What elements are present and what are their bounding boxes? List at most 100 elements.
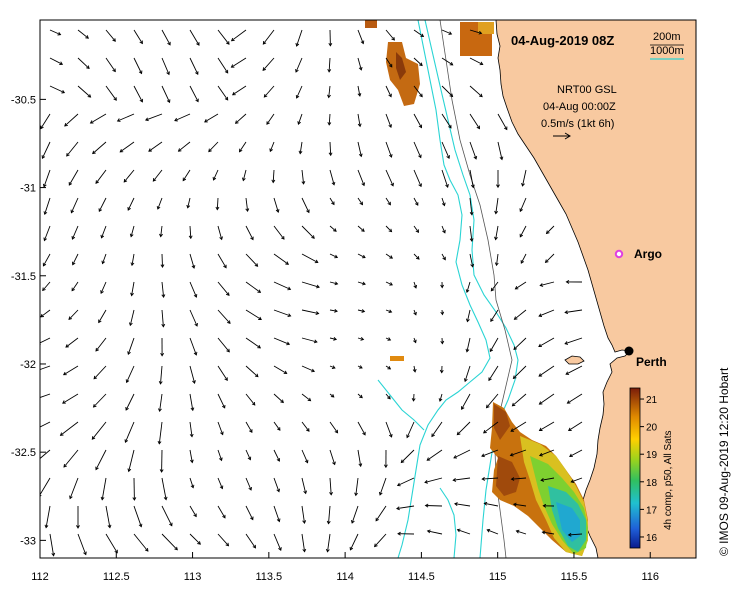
current-arrowhead <box>295 95 300 99</box>
colorbar-ticks: 21 20 19 18 17 16 <box>640 395 658 544</box>
current-arrowhead <box>349 546 354 551</box>
current-arrowhead <box>424 479 428 484</box>
current-arrowhead <box>100 496 105 501</box>
current-arrow <box>490 281 499 292</box>
current-arrow <box>385 113 392 128</box>
current-arrowhead <box>375 517 379 522</box>
current-arrowhead <box>254 373 259 378</box>
current-arrowhead <box>241 177 246 182</box>
current-arrowhead <box>331 201 335 206</box>
current-arrowhead <box>470 263 475 268</box>
current-arrowhead <box>186 204 191 209</box>
current-arrowhead <box>306 209 310 214</box>
current-arrowhead <box>315 311 320 316</box>
current-arrowhead <box>316 284 320 289</box>
current-arrowhead <box>156 206 161 210</box>
current-arrowhead <box>163 496 168 501</box>
current-arrowhead <box>389 255 394 259</box>
current-arrow <box>385 309 392 313</box>
current-arrowhead <box>414 202 419 206</box>
current-arrowhead <box>177 148 182 152</box>
current-arrow <box>217 449 223 461</box>
current-arrowhead <box>234 120 239 124</box>
current-arrow <box>424 477 443 483</box>
x-axis: 112 112.5 113 113.5 114 114.5 115 115.5 116 <box>31 552 659 583</box>
current-arrowhead <box>298 150 303 155</box>
current-arrowhead <box>166 71 170 76</box>
current-arrowhead <box>440 284 444 289</box>
current-arrow <box>217 505 226 519</box>
current-arrowhead <box>113 97 117 101</box>
current-arrow <box>453 477 471 481</box>
current-arrowhead <box>262 40 267 45</box>
current-arrowhead <box>544 259 549 264</box>
current-arrowhead <box>245 208 250 212</box>
current-arrow <box>161 505 173 526</box>
current-arrow <box>231 29 247 42</box>
current-arrowhead <box>334 281 339 286</box>
current-arrow <box>514 309 527 320</box>
current-arrowhead <box>59 432 64 436</box>
current-arrowhead <box>85 35 89 39</box>
current-arrow <box>513 503 527 507</box>
current-arrow <box>245 421 253 433</box>
current-arrow <box>349 533 359 551</box>
current-arrowhead <box>89 120 94 124</box>
current-arrowhead <box>144 548 149 552</box>
current-arrow <box>93 365 107 380</box>
current-arrowhead <box>413 311 417 316</box>
current-arrowhead <box>86 65 90 69</box>
current-arrowhead <box>224 96 229 101</box>
current-arrowhead <box>332 461 336 466</box>
current-arrowhead <box>125 406 129 411</box>
current-arrow <box>273 449 280 462</box>
current-arrowhead <box>41 155 46 159</box>
current-arrow <box>157 197 163 210</box>
current-arrowhead <box>400 459 405 464</box>
y-tick-label: -32 <box>20 359 36 371</box>
current-arrow <box>242 169 247 181</box>
current-arrow <box>357 253 366 259</box>
current-arrow <box>426 449 443 461</box>
current-arrowhead <box>420 33 425 37</box>
current-arrowhead <box>251 401 256 406</box>
current-arrowhead <box>538 401 543 405</box>
current-arrow <box>72 253 79 265</box>
current-arrow <box>565 365 583 375</box>
current-arrowhead <box>313 339 318 344</box>
current-arrow <box>301 477 307 494</box>
current-arrowhead <box>220 431 224 436</box>
current-arrow <box>482 477 499 480</box>
current-arrowhead <box>208 148 212 153</box>
current-arrowhead <box>44 524 49 529</box>
current-arrow <box>510 449 527 456</box>
current-arrowhead <box>424 503 429 508</box>
sst-patches <box>365 20 588 556</box>
rottnest-island <box>564 355 585 365</box>
current-arrow <box>441 197 445 206</box>
current-arrow <box>40 393 51 398</box>
current-arrowhead <box>360 336 365 341</box>
current-arrow <box>126 365 135 383</box>
map-title: 04-Aug-2019 08Z <box>511 33 614 48</box>
current-arrowhead <box>34 397 37 400</box>
current-arrow <box>45 505 51 528</box>
current-arrow <box>327 533 331 552</box>
current-arrow <box>131 281 135 296</box>
current-arrowhead <box>83 551 87 556</box>
current-arrowhead <box>295 42 300 47</box>
current-arrow <box>466 337 471 352</box>
current-arrowhead <box>247 456 252 461</box>
current-arrow <box>375 505 387 522</box>
current-arrow <box>329 169 335 185</box>
current-arrowhead <box>331 365 336 369</box>
current-arrowhead <box>334 308 338 313</box>
current-scale: 0.5m/s (1kt 6h) <box>541 118 614 130</box>
x-tick-label: 114.5 <box>408 571 435 583</box>
current-arrowhead <box>107 524 112 529</box>
current-arrowhead <box>302 520 307 524</box>
current-arrow <box>182 169 191 181</box>
current-arrow <box>70 197 79 213</box>
current-arrow <box>357 225 365 232</box>
